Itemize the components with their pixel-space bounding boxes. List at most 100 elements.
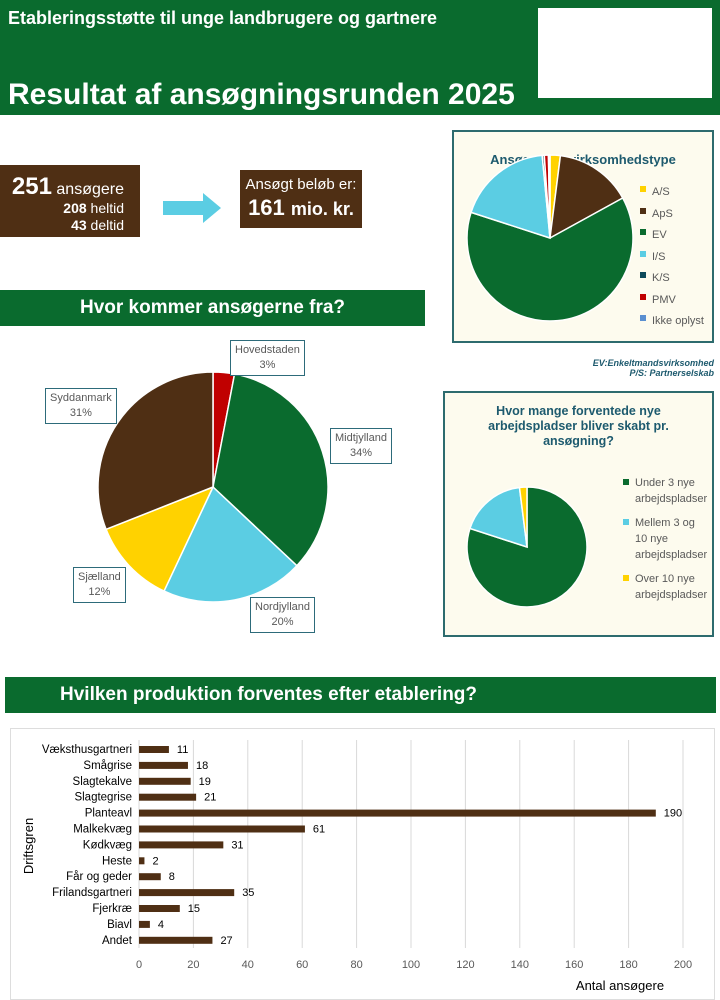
arrow-right-icon bbox=[163, 193, 221, 223]
legend-label: I/S bbox=[652, 250, 666, 263]
legend-label: Mellem 3 og 10 nye arbejdspladser bbox=[635, 517, 708, 561]
jobs-title: Hvor mange forventede nye arbejdspladser… bbox=[488, 404, 669, 448]
logo-placeholder bbox=[538, 8, 712, 98]
jobs-legend: Under 3 nye arbejdspladser Mellem 3 og 10… bbox=[623, 475, 709, 611]
legend-label: PMV bbox=[652, 293, 676, 306]
x-tick-label: 40 bbox=[242, 959, 254, 971]
jobs-pie-slice bbox=[518, 486, 528, 548]
callout-label: Sjælland bbox=[78, 571, 121, 583]
x-tick-label: 140 bbox=[511, 959, 529, 971]
y-category-label: Smågrise bbox=[83, 760, 132, 772]
bar bbox=[139, 936, 213, 944]
x-tick-label: 200 bbox=[674, 959, 692, 971]
business-type-pie-slice bbox=[547, 154, 551, 239]
x-tick-label: 20 bbox=[187, 959, 199, 971]
bar bbox=[139, 841, 224, 849]
callout-label: Nordjylland bbox=[255, 601, 311, 613]
legend-label: Under 3 nye arbejdspladser bbox=[635, 477, 708, 505]
region-pie-slice bbox=[163, 485, 298, 603]
callout-label: Hovedstaden bbox=[235, 344, 300, 356]
jobs-pie-slice bbox=[466, 486, 588, 608]
footnote-line: EV:Enkeltmandsvirksomhed bbox=[592, 358, 714, 368]
bar-value-label: 15 bbox=[188, 903, 200, 915]
y-category-label: Andet bbox=[102, 935, 133, 947]
business-type-pie-slice bbox=[549, 154, 624, 240]
callout-value: 31% bbox=[69, 407, 92, 419]
legend-swatch bbox=[640, 272, 646, 278]
y-category-label: Fjerkræ bbox=[92, 903, 132, 915]
bar bbox=[139, 761, 188, 769]
parttime-count: 43 bbox=[71, 217, 87, 233]
production-bar-chart: 0 20 40 60 80 100 120 140 160 180 200 Væksthusgartn… bbox=[21, 740, 692, 993]
legend-label: Over 10 nye arbejdspladser bbox=[635, 573, 708, 601]
bar-value-label: 35 bbox=[242, 887, 254, 899]
amount-label: Ansøgt beløb er: bbox=[245, 176, 357, 193]
parttime-label: deltid bbox=[90, 217, 124, 233]
x-axis-title: Antal ansøgere bbox=[576, 978, 664, 993]
legend-item: A/S bbox=[640, 182, 704, 204]
x-tick-label: 60 bbox=[296, 959, 308, 971]
legend-swatch bbox=[640, 186, 646, 192]
bar bbox=[139, 920, 150, 928]
x-tick-label: 100 bbox=[402, 959, 420, 971]
y-category-label: Frilandsgartneri bbox=[52, 887, 132, 899]
bar bbox=[139, 873, 161, 881]
region-callout: Nordjylland 20% bbox=[250, 597, 316, 633]
header-subtitle: Etableringsstøtte til unge landbrugere o… bbox=[8, 8, 438, 28]
y-category-label: Får og geder bbox=[66, 871, 132, 883]
legend-swatch bbox=[623, 519, 629, 525]
jobs-pie-slice bbox=[468, 486, 528, 549]
y-category-label: Slagtekalve bbox=[73, 776, 132, 788]
legend-item: Under 3 nye arbejdspladser bbox=[623, 475, 709, 507]
x-tick-label: 80 bbox=[350, 959, 362, 971]
bar-value-label: 2 bbox=[152, 855, 158, 867]
jobs-pie-chart bbox=[466, 486, 588, 608]
bar-value-label: 61 bbox=[313, 824, 325, 836]
header-banner: Etableringsstøtte til unge landbrugere o… bbox=[0, 0, 720, 115]
business-type-pie-slice bbox=[466, 196, 634, 322]
amount-summary: Ansøgt beløb er: 161 mio. kr. bbox=[240, 170, 362, 228]
legend-item: Mellem 3 og 10 nye arbejdspladser bbox=[623, 515, 709, 563]
region-pie-slice bbox=[212, 373, 329, 567]
y-category-label: Malkekvæg bbox=[73, 824, 132, 836]
region-callout: Syddanmark 31% bbox=[45, 388, 117, 424]
legend-item: Over 10 nye arbejdspladser bbox=[623, 571, 709, 603]
bar bbox=[139, 777, 191, 785]
fulltime-label: heltid bbox=[90, 200, 124, 216]
callout-value: 34% bbox=[349, 447, 372, 459]
legend-swatch bbox=[640, 293, 646, 300]
bar bbox=[139, 746, 169, 753]
applicants-summary: 251 ansøgere 208 heltid 43 deltid bbox=[0, 165, 140, 237]
y-category-label: Biavl bbox=[107, 919, 132, 931]
x-tick-label: 180 bbox=[619, 959, 637, 971]
y-axis-title: Driftsgren bbox=[21, 818, 36, 874]
y-category-label: Heste bbox=[102, 855, 132, 867]
legend-swatch bbox=[623, 479, 629, 485]
x-tick-label: 0 bbox=[136, 959, 142, 971]
region-pie-chart bbox=[97, 371, 329, 603]
y-category-label: Kødkvæg bbox=[83, 839, 132, 851]
legend-swatch bbox=[640, 207, 646, 214]
y-category-label: Væksthusgartneri bbox=[42, 744, 132, 756]
callout-label: Midtjylland bbox=[335, 432, 387, 444]
bar-value-label: 8 bbox=[169, 871, 175, 883]
callout-value: 12% bbox=[88, 586, 111, 598]
region-pie-slice bbox=[105, 485, 215, 593]
legend-label: A/S bbox=[652, 186, 670, 198]
region-callout: Hovedstaden 3% bbox=[230, 340, 305, 376]
legend-item: ApS bbox=[640, 204, 704, 226]
bar-value-label: 27 bbox=[220, 935, 232, 947]
legend-item: I/S bbox=[640, 247, 704, 269]
business-type-legend: A/S ApS EV I/S K/S PMV Ikke oplyst bbox=[640, 182, 704, 333]
legend-label: K/S bbox=[652, 272, 670, 284]
legend-item: Ikke oplyst bbox=[640, 311, 704, 333]
region-pie-slice bbox=[97, 371, 214, 531]
bar bbox=[139, 905, 180, 912]
legend-item: EV bbox=[640, 225, 704, 247]
legend-swatch bbox=[640, 250, 646, 257]
callout-value: 20% bbox=[271, 616, 294, 628]
amount-unit: mio. kr. bbox=[290, 199, 354, 219]
callout-label: Syddanmark bbox=[50, 392, 112, 404]
business-type-panel: Ansøgernes virksomhedstype A/S ApS EV I/S K/… bbox=[452, 130, 714, 343]
bar-value-label: 31 bbox=[231, 839, 243, 851]
